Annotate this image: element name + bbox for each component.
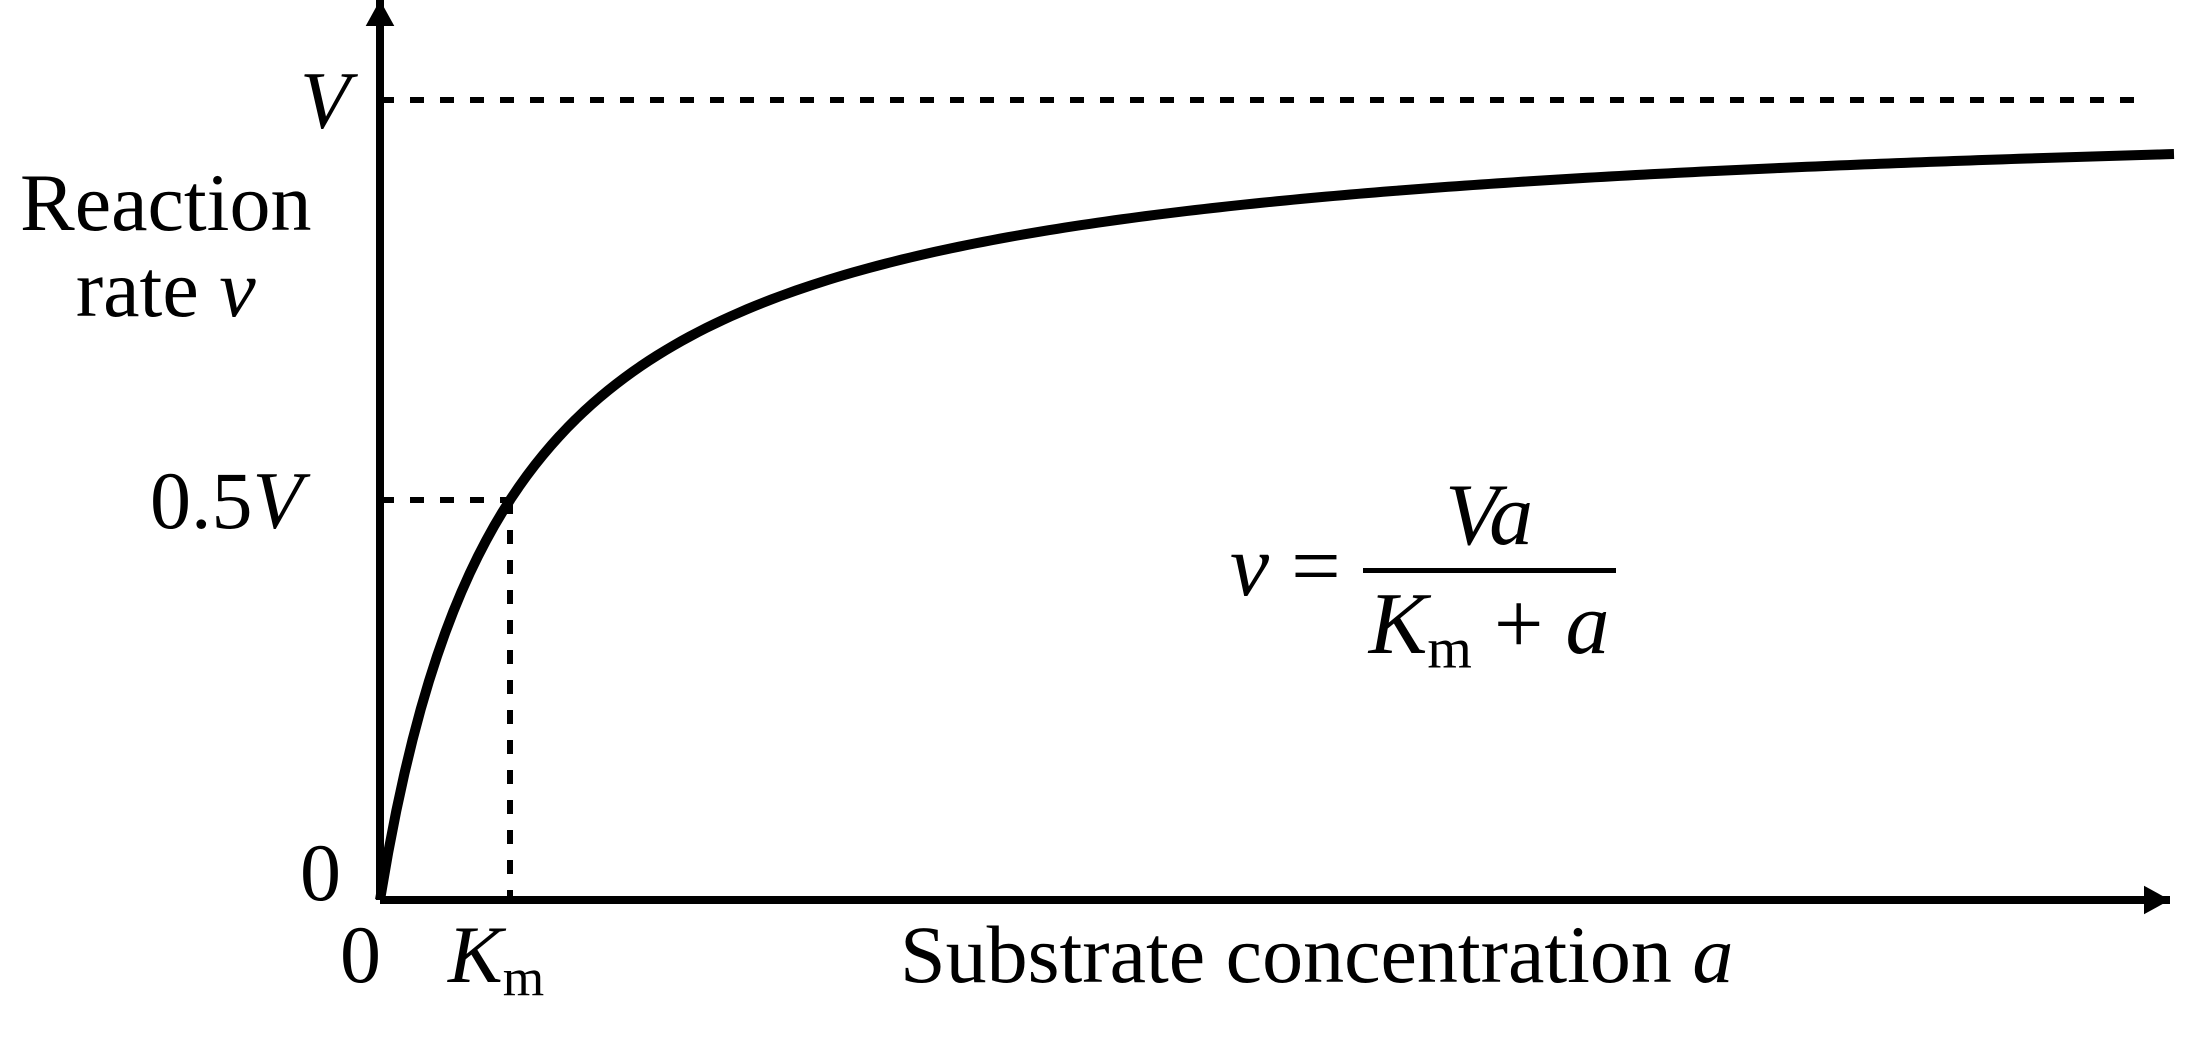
tick-km-label: Km xyxy=(448,912,544,1006)
eq-fraction-bar xyxy=(1363,568,1616,573)
y-axis-label-line1: Reaction xyxy=(20,160,311,246)
eq-den-sub: m xyxy=(1427,618,1471,681)
x-axis-label-var: a xyxy=(1692,909,1733,1000)
tick-km-var: K xyxy=(448,909,503,1000)
y-axis-label-line2-var: v xyxy=(219,243,255,334)
mm-kinetics-chart: Reaction rate v V 0.5V 0 0 Km Substrate … xyxy=(0,0,2191,1045)
x-axis-label: Substrate concentration a xyxy=(900,912,1733,998)
eq-lhs: v xyxy=(1230,518,1269,615)
tick-zero-y-label: 0 xyxy=(300,830,341,916)
eq-den-a: a xyxy=(1566,576,1610,673)
tick-half-v-label: 0.5V xyxy=(150,458,303,544)
eq-num-v: V xyxy=(1445,467,1489,564)
eq-num-a: a xyxy=(1489,467,1533,564)
eq-numerator: Va xyxy=(1363,470,1616,562)
y-axis-label: Reaction rate v xyxy=(20,160,311,332)
eq-denominator: Km + a xyxy=(1363,579,1616,679)
tick-km-sub: m xyxy=(503,948,544,1007)
y-axis-label-line2-prefix: rate xyxy=(76,243,219,334)
eq-den-plus: + xyxy=(1472,576,1566,673)
tick-half-v-var: V xyxy=(253,455,303,546)
tick-half-v-prefix: 0.5 xyxy=(150,455,253,546)
eq-den-k: K xyxy=(1369,576,1428,673)
eq-equals: = xyxy=(1269,518,1363,615)
equation-label: v = Va Km + a xyxy=(1230,470,1616,680)
tick-v-label: V xyxy=(300,58,350,144)
x-axis-label-prefix: Substrate concentration xyxy=(900,909,1692,1000)
y-axis-label-line2: rate v xyxy=(20,246,311,332)
eq-fraction: Va Km + a xyxy=(1363,470,1616,680)
tick-zero-x-label: 0 xyxy=(340,912,381,998)
